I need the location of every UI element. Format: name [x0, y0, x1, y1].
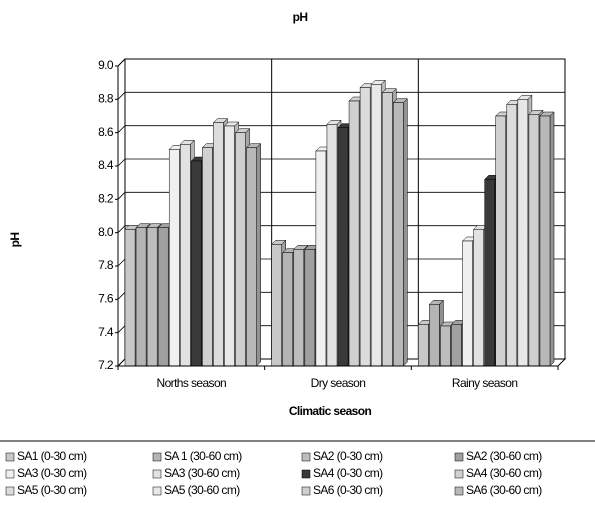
bar — [157, 227, 169, 367]
y-tick-label: 8.4 — [98, 158, 114, 172]
y-tick-label: 7.6 — [98, 292, 114, 306]
grid-line-side — [117, 158, 126, 167]
legend-label: SA5 (30-60 cm) — [164, 483, 240, 497]
bar — [293, 249, 305, 367]
y-tick-label: 7.4 — [98, 325, 114, 339]
legend-swatch — [152, 452, 162, 462]
grid-line-side — [117, 58, 126, 67]
bar — [506, 104, 518, 367]
y-tick-label: 8.2 — [98, 192, 114, 206]
bar — [418, 324, 429, 367]
bar — [359, 87, 371, 367]
legend-label: SA2 (30-60 cm) — [466, 449, 542, 463]
legend-swatch — [152, 486, 162, 496]
legend-label: SA5 (0-30 cm) — [17, 483, 87, 497]
bar — [213, 122, 224, 367]
chart-title: pH — [293, 10, 308, 24]
bar — [429, 304, 440, 367]
bar — [370, 84, 382, 367]
bar — [348, 100, 360, 367]
bar — [146, 227, 158, 367]
legend-swatch — [301, 469, 311, 479]
legend-swatch — [152, 469, 162, 479]
bar — [462, 240, 473, 367]
bar — [271, 244, 282, 367]
legend-swatch — [301, 486, 311, 496]
legend-swatch — [454, 486, 464, 496]
bar — [202, 147, 213, 367]
legend-swatch — [5, 469, 15, 479]
bar — [224, 125, 235, 367]
y-tick-label: 7.2 — [98, 358, 114, 372]
bar — [135, 227, 147, 367]
bar — [124, 229, 136, 367]
legend-label: SA6 (0-30 cm) — [313, 483, 383, 497]
legend-label: SA3 (30-60 cm) — [164, 466, 240, 480]
legend-label: SA2 (0-30 cm) — [313, 449, 383, 463]
bar-side — [549, 111, 555, 367]
grid-line-side — [117, 325, 126, 333]
bar — [451, 324, 462, 367]
grid-line-side — [117, 292, 126, 300]
x-axis-title: Climatic season — [289, 404, 372, 418]
bar — [246, 147, 257, 367]
legend-swatch — [301, 452, 311, 462]
y-tick-label: 7.8 — [98, 258, 114, 272]
y-tick-label: 9.0 — [98, 58, 114, 72]
legend-swatch — [454, 452, 464, 462]
legend-label: SA 1 (30-60 cm) — [164, 449, 242, 463]
bar — [539, 115, 551, 367]
legend-swatch — [454, 469, 464, 479]
y-tick-label: 8.8 — [98, 92, 114, 106]
bar — [191, 160, 202, 367]
bar — [326, 124, 338, 367]
bar — [528, 114, 540, 367]
x-tick-label: Rainy season — [452, 376, 518, 390]
y-axis-title: pH — [8, 233, 22, 248]
legend-swatch — [5, 486, 15, 496]
bar — [393, 102, 404, 367]
grid-line-side — [117, 192, 126, 200]
x-tick-label: Dry season — [311, 376, 366, 390]
bar — [484, 179, 495, 367]
bar — [440, 325, 451, 367]
bar — [168, 149, 180, 367]
bar — [282, 252, 294, 367]
legend-label: SA4 (30-60 cm) — [466, 466, 542, 480]
grid-line-side — [117, 358, 126, 367]
bar — [180, 144, 191, 367]
legend-label: SA1 (0-30 cm) — [17, 449, 87, 463]
bar — [235, 132, 246, 367]
legend-label: SA4 (0-30 cm) — [313, 466, 383, 480]
x-tick-label: Norths season — [157, 376, 227, 390]
bar — [315, 150, 327, 367]
bar — [381, 92, 393, 367]
y-tick-label: 8.6 — [98, 125, 114, 139]
bar-side — [256, 143, 261, 367]
bar — [304, 249, 316, 367]
grid-line-side — [117, 92, 126, 100]
grid-line-side — [117, 125, 126, 133]
legend-label: SA3 (0-30 cm) — [17, 466, 87, 480]
grid-line-side — [117, 258, 126, 267]
bar-side — [403, 98, 408, 367]
y-tick-label: 8.0 — [98, 225, 114, 239]
legend-swatch — [5, 452, 15, 462]
legend-label: SA6 (30-60 cm) — [466, 483, 542, 497]
bar — [495, 115, 507, 367]
bar — [473, 229, 484, 367]
bar — [517, 99, 529, 367]
bar — [337, 127, 349, 367]
grid-line-side — [117, 225, 126, 233]
